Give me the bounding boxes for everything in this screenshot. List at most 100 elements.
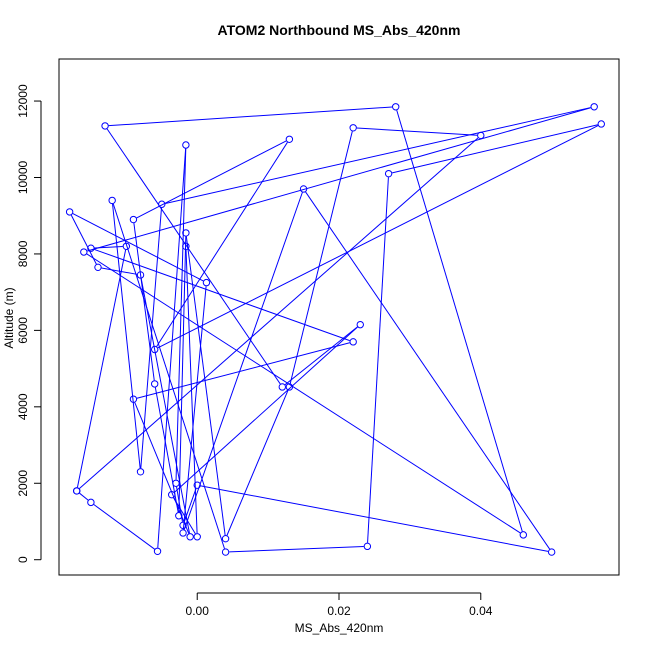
data-point — [153, 547, 162, 556]
data-point — [384, 169, 393, 178]
series-segment — [183, 192, 303, 530]
series-segment — [305, 191, 551, 550]
data-point — [179, 521, 187, 530]
series-segment — [86, 253, 521, 534]
y-tick-label: 10000 — [16, 160, 30, 194]
data-point — [285, 383, 294, 391]
data-point — [168, 491, 176, 499]
data-point — [136, 468, 145, 476]
data-point — [150, 345, 159, 354]
series-segment — [200, 485, 549, 552]
data-point — [363, 542, 372, 551]
data-point — [179, 529, 187, 537]
series-segment — [226, 390, 289, 536]
series-segment — [94, 245, 123, 249]
series-segment — [108, 106, 393, 127]
y-tick-label: 0 — [16, 556, 30, 563]
series-segment — [112, 203, 225, 549]
series-segment — [133, 223, 155, 381]
data-point — [285, 135, 294, 143]
series-segment — [76, 249, 127, 488]
data-point — [80, 248, 88, 256]
data-point — [193, 481, 201, 489]
series-segment — [136, 342, 350, 399]
data-point — [65, 208, 74, 216]
series-segment — [157, 125, 599, 349]
data-point — [94, 263, 102, 272]
data-point — [87, 244, 95, 252]
series-segment — [72, 213, 204, 282]
series-segment — [392, 124, 598, 174]
series-segment — [140, 278, 190, 534]
data-point — [158, 200, 166, 208]
series-segment — [396, 110, 523, 532]
series-segment — [94, 248, 350, 342]
chart-title: ATOM2 Northbound MS_Abs_420nm — [218, 22, 461, 38]
series-segment — [356, 127, 478, 136]
y-tick-label: 8000 — [16, 240, 30, 267]
data-point — [186, 533, 194, 541]
data-point — [101, 122, 109, 130]
series-segment — [289, 131, 353, 384]
data-point — [87, 498, 95, 507]
data-point — [150, 380, 159, 388]
data-point — [349, 338, 357, 346]
plot-frame — [58, 58, 620, 576]
data-point — [175, 512, 183, 520]
data-point — [519, 531, 528, 539]
x-tick-label: 0.04 — [469, 604, 493, 618]
series-segment — [87, 107, 591, 252]
data-point — [73, 487, 81, 495]
series-segment — [284, 326, 358, 386]
data-point — [129, 215, 138, 224]
series-segment — [165, 107, 591, 204]
y-axis-label: Altitude (m) — [2, 287, 16, 348]
series-segment — [174, 326, 358, 493]
data-point — [108, 196, 116, 205]
y-tick-label: 4000 — [16, 393, 30, 420]
data-point — [182, 242, 190, 250]
data-point — [349, 124, 357, 132]
data-point — [182, 229, 190, 237]
data-series — [65, 103, 605, 556]
data-point — [299, 185, 308, 193]
series-segment — [79, 492, 89, 501]
x-axis-label: MS_Abs_420nm — [295, 621, 384, 635]
data-point — [597, 120, 605, 128]
data-point — [136, 271, 145, 279]
data-point — [221, 534, 230, 543]
series-segment — [175, 148, 187, 480]
data-point — [221, 548, 230, 556]
series-segment — [70, 214, 97, 265]
data-point — [129, 395, 138, 403]
series-segment — [178, 236, 187, 513]
data-point — [182, 141, 190, 149]
series-segment — [367, 177, 389, 543]
series-segment — [93, 504, 155, 550]
y-tick-label: 12000 — [16, 84, 30, 118]
data-point — [356, 320, 364, 329]
series-segment — [154, 387, 179, 513]
series-segment — [185, 236, 226, 536]
data-point — [172, 479, 180, 487]
axes: 0.00 0.02 0.04 0 2000 4000 6000 8000 10000 12000 — [16, 84, 493, 618]
data-point — [122, 242, 131, 250]
series-segment — [157, 148, 187, 548]
series-segment — [182, 286, 207, 530]
data-point — [392, 103, 400, 111]
data-point — [590, 103, 598, 111]
series-segment — [101, 267, 138, 275]
series-segment — [136, 140, 287, 219]
data-point — [202, 278, 211, 287]
data-point — [278, 383, 286, 391]
y-tick-label: 6000 — [16, 317, 30, 344]
series-segment — [112, 203, 141, 469]
data-point — [193, 533, 201, 541]
x-tick-label: 0.02 — [327, 604, 351, 618]
y-tick-label: 2000 — [16, 470, 30, 497]
series-segment — [106, 128, 281, 385]
series-segment — [156, 142, 288, 347]
